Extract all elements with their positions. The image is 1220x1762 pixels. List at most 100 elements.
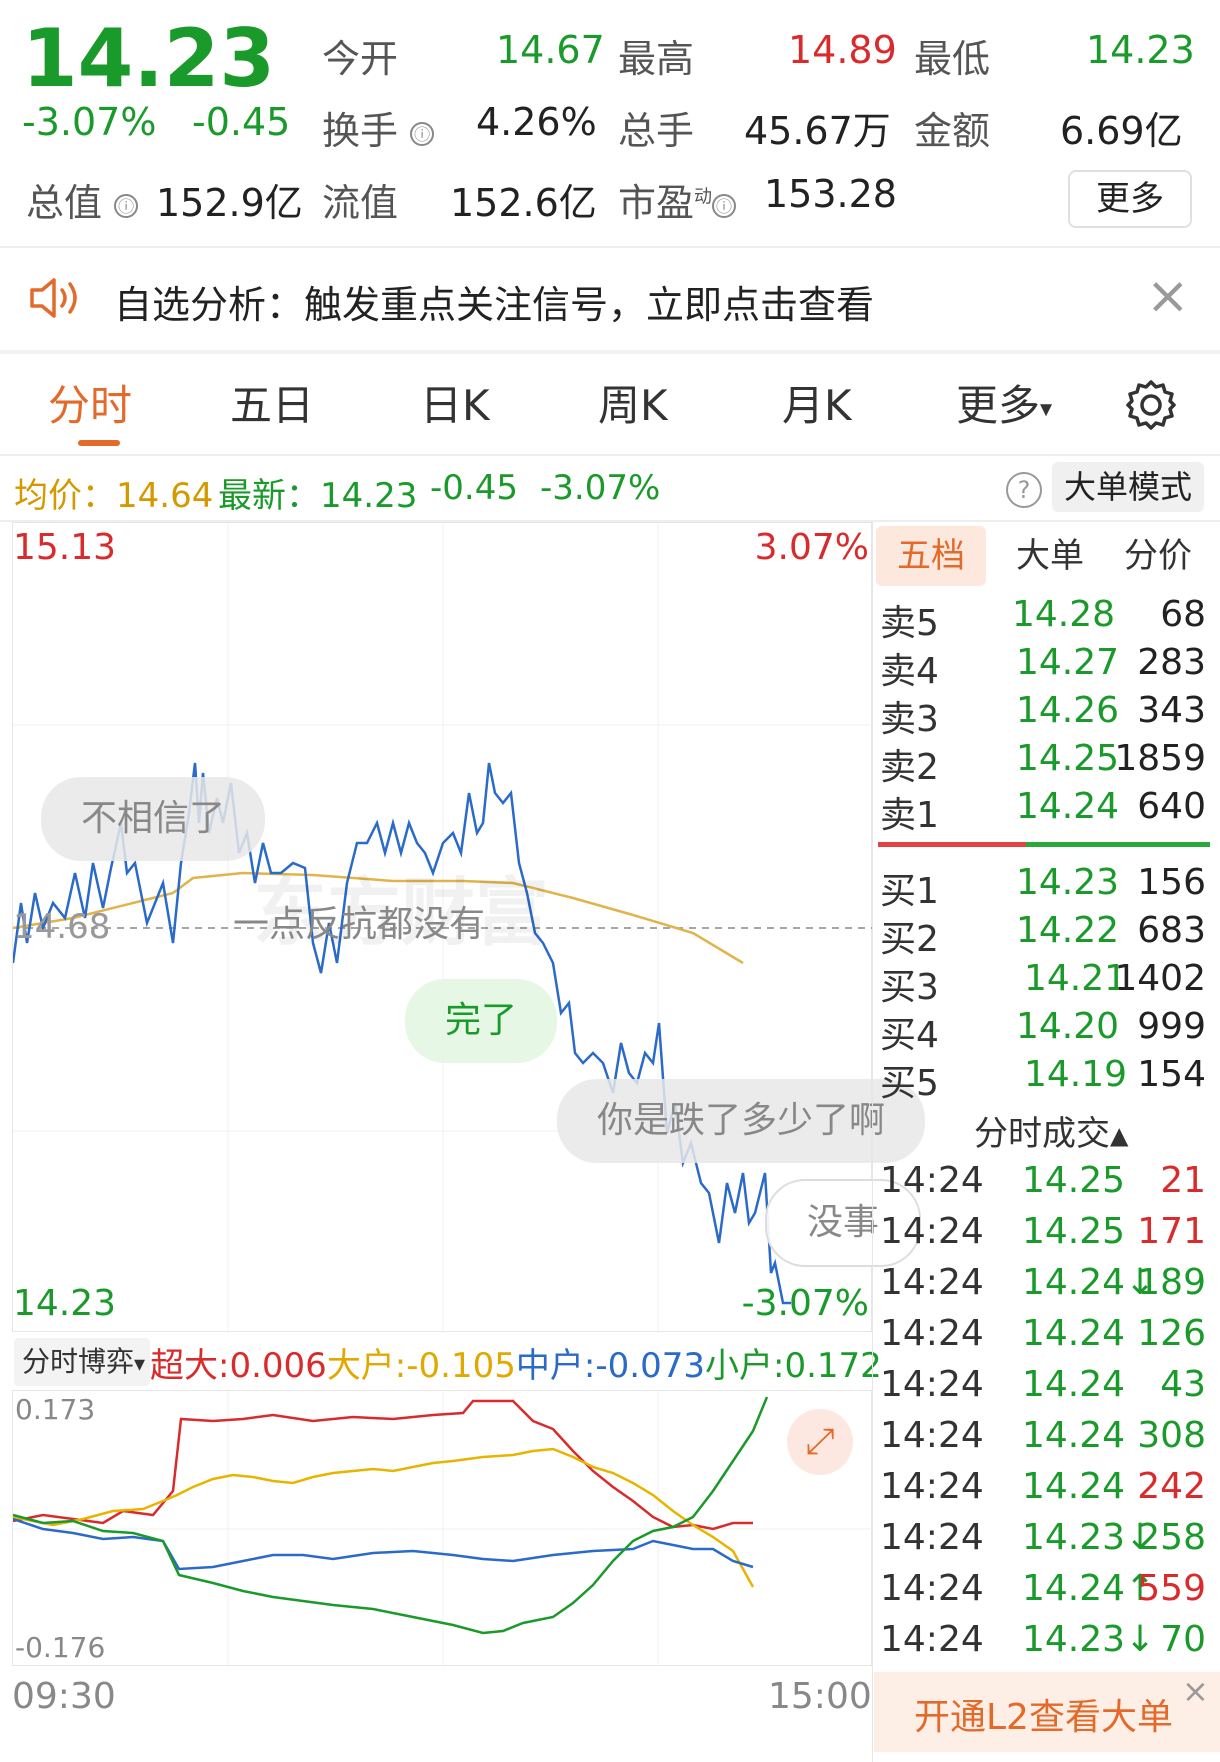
trades-title-text: 分时成交 xyxy=(974,1114,1110,1154)
tab-big-order[interactable]: 大单 xyxy=(1016,536,1084,576)
open-value: 14.67 xyxy=(496,28,605,72)
amount-label: 金额 xyxy=(914,109,991,153)
ask-volume: 1859 xyxy=(1114,738,1206,779)
tab-weekly-k[interactable]: 周K xyxy=(598,381,668,430)
trade-time: 14:24 xyxy=(880,1262,984,1303)
info-icon[interactable]: ⓘ xyxy=(712,193,737,218)
big-order-mode-button[interactable]: 大单模式 xyxy=(1052,462,1204,512)
list-item[interactable]: 买3 14.21 1402 xyxy=(880,958,1210,1008)
comment-bubble[interactable]: 没事 xyxy=(765,1179,922,1267)
tab-more-label: 更多 xyxy=(956,381,1041,430)
divider xyxy=(0,454,1220,456)
ask-price: 14.28 xyxy=(1012,594,1116,635)
tab-more[interactable]: 更多▾ xyxy=(956,372,1052,433)
list-item[interactable]: 卖5 14.28 68 xyxy=(880,594,1210,644)
flow-chart[interactable]: 0.173 -0.176 ⤢ xyxy=(12,1390,873,1667)
axis-mid-price: 14.68 xyxy=(13,907,111,947)
avg-value: 14.64 xyxy=(116,476,214,516)
tab-five-day[interactable]: 五日 xyxy=(230,381,315,430)
ask-price: 14.27 xyxy=(1016,642,1120,683)
volume-label: 总手 xyxy=(618,109,695,153)
trade-volume: 242 xyxy=(1137,1466,1206,1507)
comment-bubble[interactable]: 不相信了 xyxy=(41,777,266,861)
change-amount: -0.45 xyxy=(192,100,291,144)
help-icon[interactable]: ? xyxy=(1006,472,1042,508)
list-item[interactable]: 卖1 14.24 640 xyxy=(880,786,1210,836)
large-value: -0.105 xyxy=(406,1346,516,1386)
list-item[interactable]: 卖2 14.25 1859 xyxy=(880,738,1210,788)
table-row: 14:24 14.24↑ 559 xyxy=(880,1568,1210,1618)
large-label: 大户: xyxy=(326,1346,407,1386)
bid-volume: 683 xyxy=(1137,910,1206,951)
more-button[interactable]: 更多 xyxy=(1068,170,1192,228)
bid-price: 14.22 xyxy=(1016,910,1120,951)
tab-five-level[interactable]: 五档 xyxy=(876,526,986,586)
trade-time: 14:24 xyxy=(880,1364,984,1405)
table-row: 14:24 14.23↓ 258 xyxy=(880,1517,1210,1567)
chevron-down-icon: ▾ xyxy=(134,1352,146,1377)
ratio-bar-green xyxy=(1026,842,1210,847)
settings-icon[interactable] xyxy=(1124,378,1178,432)
list-item[interactable]: 卖4 14.27 283 xyxy=(880,642,1210,692)
list-item[interactable]: 买5 14.19 154 xyxy=(880,1054,1210,1104)
table-row: 14:24 14.25 171 xyxy=(880,1211,1210,1261)
trade-volume: 21 xyxy=(1160,1160,1206,1201)
active-tab-indicator xyxy=(78,440,120,446)
trade-time: 14:24 xyxy=(880,1568,984,1609)
turnover-value: 4.26% xyxy=(476,100,597,144)
expand-icon[interactable]: ⤢ xyxy=(787,1409,853,1475)
avg-label: 均价： xyxy=(14,476,116,516)
bid-label: 买4 xyxy=(880,1015,939,1056)
bid-volume: 1402 xyxy=(1114,958,1206,999)
flow-dropdown[interactable]: 分时博弈▾ xyxy=(14,1338,150,1386)
intraday-chart[interactable]: 东方财富 15.13 3.07% 14.68 14.23 -3.07% 不相信了… xyxy=(12,522,926,1333)
pe-label-text: 市盈 xyxy=(618,181,695,225)
small-value: 0.172 xyxy=(784,1346,882,1386)
trade-volume: 308 xyxy=(1137,1415,1206,1456)
banner-text[interactable]: 自选分析：触发重点关注信号，立即点击查看 xyxy=(114,283,875,327)
list-item[interactable]: 买2 14.22 683 xyxy=(880,910,1210,960)
time-start: 09:30 xyxy=(12,1676,116,1717)
high-value: 14.89 xyxy=(788,28,897,72)
trade-price: 14.24 xyxy=(1022,1466,1126,1507)
ratio-bar-red xyxy=(878,842,1026,847)
trade-volume: 126 xyxy=(1137,1313,1206,1354)
trades-title[interactable]: 分时成交▲ xyxy=(974,1106,1128,1155)
mktcap-label: 总值 ⓘ xyxy=(26,172,139,227)
chart-watermark: 东方财富 xyxy=(253,870,549,956)
info-icon[interactable]: ⓘ xyxy=(114,193,139,218)
close-icon[interactable]: × xyxy=(1146,266,1190,326)
l2-upgrade-button[interactable]: 开通L2查看大单 × xyxy=(874,1672,1220,1752)
small-label: 小户: xyxy=(704,1346,785,1386)
list-item[interactable]: 买1 14.23 156 xyxy=(880,862,1210,912)
trade-price: 14.24 xyxy=(1022,1415,1126,1456)
ask-label: 卖5 xyxy=(880,603,939,644)
trade-time: 14:24 xyxy=(880,1619,984,1660)
latest-change: -0.45 xyxy=(430,468,518,508)
list-item[interactable]: 卖3 14.26 343 xyxy=(880,690,1210,740)
medium-value: -0.073 xyxy=(595,1346,705,1386)
amount-value: 6.69亿 xyxy=(1060,109,1183,153)
speaker-icon xyxy=(28,276,84,320)
trade-time: 14:24 xyxy=(880,1160,984,1201)
close-icon[interactable]: × xyxy=(1182,1672,1209,1710)
comment-bubble[interactable]: 完了 xyxy=(405,979,558,1063)
ask-label: 卖3 xyxy=(880,699,939,740)
trade-time: 14:24 xyxy=(880,1415,984,1456)
trade-price: 14.24↓ xyxy=(1022,1262,1156,1303)
tab-intraday[interactable]: 分时 xyxy=(48,381,133,430)
comment-bubble[interactable]: 一点反抗都没有 xyxy=(233,904,486,945)
tab-monthly-k[interactable]: 月K xyxy=(782,381,852,430)
comment-bubble[interactable]: 你是跌了多少了啊 xyxy=(557,1079,926,1163)
flow-values: 超大:0.006大户:-0.105中户:-0.073小户:0.172 xyxy=(150,1338,882,1387)
table-row: 14:24 14.25 21 xyxy=(880,1160,1210,1210)
tab-daily-k[interactable]: 日K xyxy=(420,381,490,430)
list-item[interactable]: 买4 14.20 999 xyxy=(880,1006,1210,1056)
latest-label: 最新： xyxy=(218,476,320,516)
flow-chart-svg xyxy=(13,1391,873,1667)
ask-volume: 343 xyxy=(1137,690,1206,731)
ask-price: 14.24 xyxy=(1016,786,1120,827)
tab-price-split[interactable]: 分价 xyxy=(1124,536,1192,576)
open-label: 今开 xyxy=(322,37,399,81)
info-icon[interactable]: ⓘ xyxy=(410,121,435,146)
